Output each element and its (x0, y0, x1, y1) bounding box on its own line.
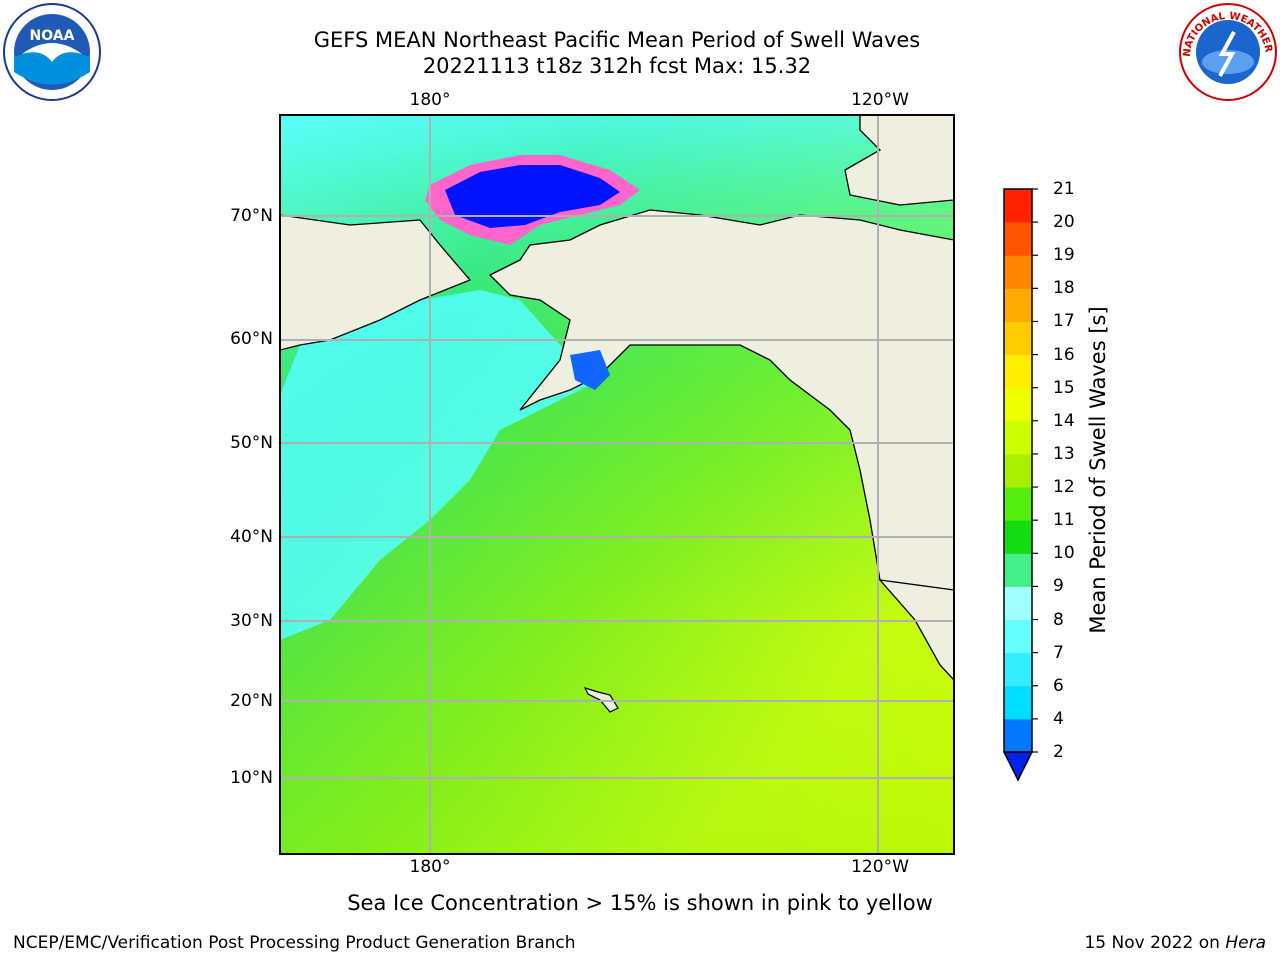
lat-label-30n: 30°N (230, 611, 273, 631)
colorbar-tick-label: 20 (1053, 212, 1075, 233)
nws-logo: NATIONAL WEATHER SERVICE (1178, 2, 1277, 101)
lon-label-top-180: 180° (409, 90, 451, 110)
colorbar-tick-label: 13 (1053, 443, 1075, 464)
lat-label-10n: 10°N (230, 768, 273, 788)
lon-label-top-120w: 120°W (851, 90, 909, 110)
noaa-logo: NOAA (3, 3, 101, 101)
colorbar-segment (1004, 487, 1032, 521)
land-arctic-islands (844, 115, 954, 206)
colorbar-tick-label: 8 (1053, 609, 1064, 630)
footer-host: Hera (1225, 933, 1266, 953)
arctic-low-period (445, 165, 620, 228)
chart-subtitle: 20221113 t18z 312h fcst Max: 15.32 (422, 54, 812, 78)
colorbar-segment (1004, 718, 1032, 753)
lat-label-40n: 40°N (230, 527, 273, 547)
colorbar-segment (1004, 520, 1032, 554)
colorbar-tick-label: 10 (1053, 543, 1075, 564)
footer-date-text: 15 Nov 2022 on (1084, 933, 1226, 953)
colorbar-tick-label: 15 (1053, 377, 1075, 398)
map-area (280, 115, 954, 854)
colorbar (1002, 188, 1038, 782)
colorbar-tick-label: 21 (1053, 179, 1075, 199)
lon-label-bottom-180: 180° (409, 857, 451, 877)
chart-title: GEFS MEAN Northeast Pacific Mean Period … (313, 28, 921, 52)
sea-ice-caption: Sea Ice Concentration > 15% is shown in … (347, 891, 933, 915)
lat-label-70n: 70°N (230, 206, 273, 226)
colorbar-segment (1004, 189, 1032, 223)
noaa-logo-text: NOAA (30, 28, 75, 44)
lon-label-bottom-120w: 120°W (851, 857, 909, 877)
colorbar-frame (1003, 188, 1033, 753)
lat-label-60n: 60°N (230, 329, 273, 349)
colorbar-segment (1004, 619, 1032, 654)
grid-lines (280, 115, 954, 854)
colorbar-tick-label: 2 (1053, 742, 1064, 762)
colorbar-title: Mean Period of Swell Waves [s] (1086, 306, 1110, 634)
bering-sea-cyan (280, 290, 600, 640)
colorbar-segment (1004, 685, 1032, 720)
colorbar-extend-arrow (1002, 751, 1034, 782)
colorbar-segment (1004, 222, 1032, 256)
footer-date: 15 Nov 2022 on Hera (1084, 933, 1266, 953)
colorbar-tick-label: 6 (1053, 675, 1064, 696)
land-california (878, 579, 954, 681)
colorbar-segment (1004, 652, 1032, 687)
colorbar-segment (1004, 354, 1032, 389)
colorbar-segment (1004, 420, 1032, 455)
lat-label-20n: 20°N (230, 691, 273, 711)
colorbar-tick-label: 17 (1053, 311, 1075, 332)
colorbar-tick-label: 16 (1053, 344, 1075, 365)
colorbar-tick-label: 19 (1053, 245, 1075, 266)
colorbar-segment (1004, 453, 1032, 488)
colorbar-tick-label: 14 (1053, 410, 1075, 431)
map-frame (279, 114, 955, 855)
colorbar-tick-label: 11 (1053, 510, 1075, 531)
land-chukotka (280, 214, 472, 351)
colorbar-segment (1004, 387, 1032, 422)
colorbar-segment (1004, 321, 1032, 356)
lat-label-50n: 50°N (230, 433, 273, 453)
colorbar-tick-label: 7 (1053, 642, 1064, 663)
colorbar-segment (1004, 255, 1032, 289)
colorbar-tick-label: 18 (1053, 278, 1075, 299)
colorbar-tick-label: 12 (1053, 477, 1075, 498)
footer-branch: NCEP/EMC/Verification Post Processing Pr… (13, 933, 576, 953)
colorbar-segment (1004, 586, 1032, 621)
colorbar-tick-label: 4 (1053, 708, 1064, 729)
colorbar-segment (1004, 553, 1032, 587)
colorbar-tick-label: 9 (1053, 576, 1064, 597)
colorbar-segment (1004, 288, 1032, 322)
bristol-bay-blue (570, 350, 610, 390)
